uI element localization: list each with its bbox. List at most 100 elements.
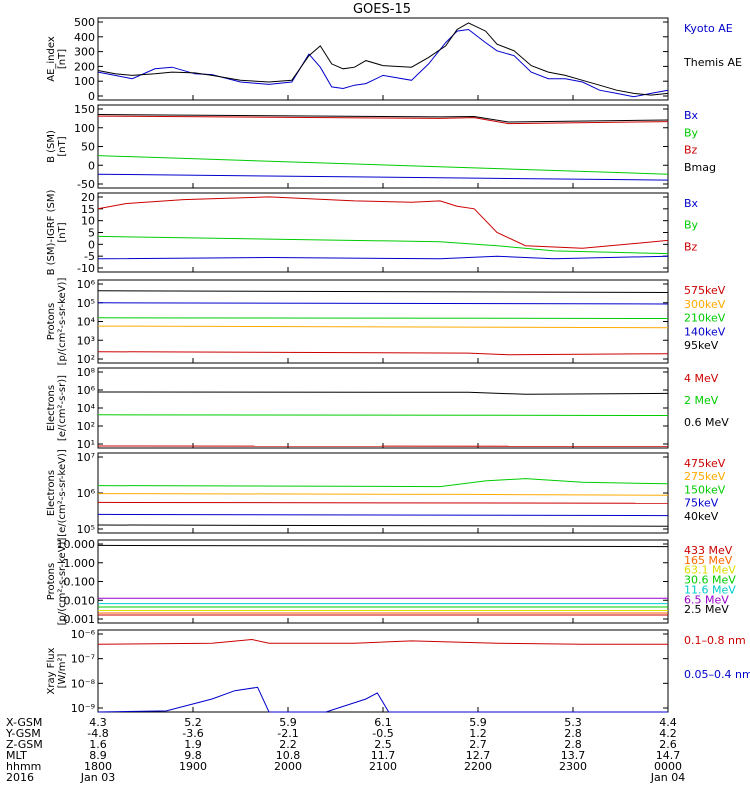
series-line-bx <box>98 174 668 180</box>
panel-protons-low: 10⁶10⁵10⁴10³10²Protons[p/(cm²-s-sr-keV)]… <box>46 278 726 366</box>
legend-label: Themis AE <box>683 56 742 69</box>
chart-title: GOES-15 <box>353 2 411 17</box>
y-axis-label: [nT] <box>57 49 68 69</box>
legend-label: 95keV <box>684 339 719 352</box>
y-axis-label: [W/m²] <box>57 653 68 688</box>
y-axis-label: AE_index <box>46 36 57 82</box>
legend-label: 40keV <box>684 510 719 523</box>
y-axis-label: Electrons <box>46 385 57 431</box>
series-line-140kev <box>98 303 668 304</box>
legend-label: By <box>684 126 699 139</box>
panel-protons-high: 10.0001.0000.1000.0100.001Protons[p/(cm²… <box>46 538 736 626</box>
legend-label: 0.05–0.4 nm <box>684 668 750 681</box>
y-tick-label: 10⁻⁹ <box>71 702 95 715</box>
footer-ephemeris: X-GSMY-GSMZ-GSMMLThhmm20164.3-4.81.68.91… <box>5 716 685 784</box>
y-axis-label: Electrons <box>46 470 57 516</box>
series-line-bz <box>98 116 668 124</box>
series-line-bx <box>98 256 668 259</box>
legend-label: 300keV <box>684 298 726 311</box>
legend-label: 0.1–0.8 nm <box>684 634 746 647</box>
legend-label: 275keV <box>684 470 726 483</box>
series-line-275kev <box>98 494 668 496</box>
y-tick-label: 150 <box>74 103 95 116</box>
y-tick-label: 100 <box>74 75 95 88</box>
series-line-0-1-0-8-nm <box>98 640 668 645</box>
y-tick-label: 1.000 <box>64 557 96 570</box>
y-axis-label: [e/(cm²-s-sr-keV)] <box>57 449 68 537</box>
y-axis-label: B (SM) <box>46 130 57 163</box>
legend-label: 475keV <box>684 457 726 470</box>
legend-label: By <box>684 219 699 232</box>
legend-label: 2 MeV <box>684 394 719 407</box>
y-tick-label: 50 <box>81 141 95 154</box>
footer-cell: 2300 <box>559 760 587 773</box>
y-axis-label: [nT] <box>57 136 68 156</box>
y-tick-label: 200 <box>74 60 95 73</box>
series-line-2-mev <box>98 415 668 416</box>
y-tick-label: 10⁻⁷ <box>71 653 95 666</box>
y-tick-label: -10 <box>77 262 95 275</box>
y-tick-label: 10⁶ <box>77 487 96 500</box>
series-line-by <box>98 236 668 253</box>
y-tick-label: 0 <box>88 90 95 103</box>
series-line-themis-ae <box>98 23 668 95</box>
series-line-by <box>98 156 668 175</box>
legend-label: Bmag <box>684 161 716 174</box>
footer-row-label: 2016 <box>6 771 34 784</box>
footer-cell: Jan 04 <box>650 771 685 784</box>
y-tick-label: 0.010 <box>64 594 96 607</box>
legend-label: Kyoto AE <box>684 22 733 35</box>
y-tick-label: 10² <box>77 353 95 366</box>
y-tick-label: 100 <box>74 122 95 135</box>
y-tick-label: 300 <box>74 46 95 59</box>
panel-frame <box>98 193 668 272</box>
legend-label: Bx <box>684 109 699 122</box>
y-tick-label: 500 <box>74 16 95 29</box>
footer-cell: Jan 03 <box>80 771 115 784</box>
panel-frame <box>98 453 668 533</box>
legend-label: Bz <box>684 240 698 253</box>
legend-label: 210keV <box>684 312 726 325</box>
y-tick-label: 10⁶ <box>77 384 96 397</box>
y-tick-label: 10⁴ <box>77 402 96 415</box>
legend-label: 75keV <box>684 497 719 510</box>
y-tick-label: 0.100 <box>64 576 96 589</box>
footer-cell: 1900 <box>179 760 207 773</box>
y-axis-label: [p/(cm²-s-sr-keV)] <box>57 278 68 366</box>
legend-label: Bx <box>684 197 699 210</box>
series-line-95kev <box>98 291 668 293</box>
y-axis-label: [e/(cm²-s-sr)] <box>57 375 68 441</box>
series-line-475kev <box>98 502 668 503</box>
y-axis-label: Xray Flux <box>46 647 57 694</box>
series-line-150kev <box>98 479 668 487</box>
y-axis-label: [nT] <box>57 222 68 242</box>
footer-cell: 2100 <box>369 760 397 773</box>
y-tick-label: 10⁶ <box>77 278 96 291</box>
y-tick-label: 0.001 <box>64 613 96 626</box>
y-tick-label: 10⁴ <box>77 316 96 329</box>
y-tick-label: 10¹ <box>77 438 95 451</box>
y-tick-label: 0 <box>88 159 95 172</box>
series-line-2-5-mev <box>98 545 668 546</box>
y-tick-label: -50 <box>77 178 95 191</box>
legend-label: 4 MeV <box>684 372 719 385</box>
legend-label: 140keV <box>684 325 726 338</box>
y-tick-label: 10² <box>77 420 95 433</box>
y-axis-label: [p/(cm²-s-sr-keV)] <box>57 538 68 626</box>
y-tick-label: 10⁷ <box>77 451 95 464</box>
panel-electrons-high: 10⁸10⁶10⁴10²10¹Electrons[e/(cm²-s-sr)]4 … <box>46 366 729 451</box>
y-tick-label: 400 <box>74 31 95 44</box>
legend-label: Bz <box>684 144 698 157</box>
series-line-300kev <box>98 326 668 328</box>
series-line-40kev <box>98 525 668 526</box>
panel-frame <box>98 18 668 100</box>
series-line-75kev <box>98 514 668 515</box>
panel-frame <box>98 368 668 448</box>
panel-b-sm: 150 100 50 0 -50 B (SM)[nT] Bx By Bz Bmag <box>46 103 716 191</box>
y-tick-label: 10³ <box>77 334 95 347</box>
